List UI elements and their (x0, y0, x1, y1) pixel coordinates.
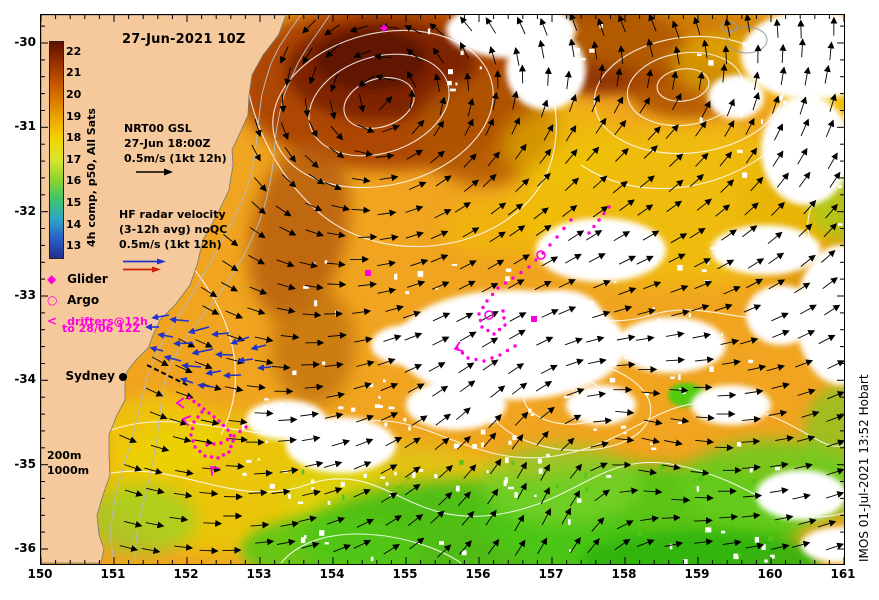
colorbar: 4h comp, p50, All Sats 22 21 20 19 18 17 16 15 1… (41, 15, 151, 275)
hf-line1: HF radar velocity (119, 208, 226, 221)
drifters-label-line2: to 28/06 12Z (62, 322, 141, 335)
colorbar-tick-label: 21 (66, 66, 82, 80)
plot-area: 4h comp, p50, All Sats 22 21 20 19 18 17 16 15 1… (40, 14, 845, 565)
argo-marker-icon: ○ (47, 293, 58, 307)
depth-1000-label: 1000m (47, 464, 90, 477)
axis-ticks (41, 15, 844, 564)
current-vectors (119, 15, 844, 558)
x-tick-label: 161 (830, 567, 856, 581)
colorbar-tick-label: 16 (66, 174, 82, 188)
x-tick-label: 159 (684, 567, 710, 581)
x-tick-label: 158 (611, 567, 637, 581)
x-tick-label: 154 (319, 567, 345, 581)
y-tick-label: -35 (14, 456, 36, 471)
x-tick-label: 160 (757, 567, 783, 581)
y-tick-label: -32 (14, 203, 36, 218)
x-tick-label: 152 (173, 567, 199, 581)
colorbar-tick-label: 14 (66, 217, 82, 231)
hf-blue-arrow-icon (123, 258, 166, 265)
hf-line2: (3-12h avg) noQC (119, 223, 228, 236)
plot-title: 27-Jun-2021 10Z (122, 32, 246, 47)
drifter-marker-icon: < (47, 314, 58, 328)
x-tick-label: 157 (538, 567, 564, 581)
y-tick-label: -34 (14, 372, 36, 387)
colorbar-tick-label: 20 (66, 88, 82, 101)
glider-label: Glider (67, 272, 108, 286)
legend-nrt: NRT00 GSL 27-Jun 18:00Z 0.5m/s (1kt 12h) (124, 121, 227, 181)
depth-200-label: 200m (47, 449, 82, 462)
x-tick-label: 156 (465, 567, 491, 581)
glider-marker-icon: ◆ (47, 272, 57, 286)
observation-tracks (119, 24, 611, 476)
argo-label: Argo (67, 293, 100, 307)
colorbar-tick-label: 15 (66, 196, 82, 209)
x-tick-label: 155 (392, 567, 418, 581)
colorbar-gradient (49, 41, 64, 259)
hf-red-arrow-icon (123, 266, 161, 273)
hf-line3: 0.5m/s (1kt 12h) (119, 238, 222, 251)
ssh-contours (80, 15, 844, 564)
nrt-arrow-icon (136, 168, 173, 176)
colorbar-tick-label: 19 (66, 109, 82, 123)
colorbar-tick-label: 17 (66, 152, 82, 166)
city-label: Sydney (65, 369, 115, 383)
colorbar-tick-label: 22 (66, 44, 82, 58)
x-tick-label: 153 (246, 567, 272, 581)
colorbar-tick-label: 13 (66, 239, 82, 253)
legend-hf-radar: HF radar velocity (3-12h avg) noQC 0.5m/… (119, 207, 228, 273)
legend-observations: ◆ Glider ○ Argo < drifters@12h to 28/06 … (47, 268, 148, 335)
drifters-label-line1: drifters@12h (67, 315, 148, 328)
colorbar-tick-label: 18 (66, 131, 82, 145)
nrt-line3: 0.5m/s (1kt 12h) (124, 152, 227, 165)
nrt-line2: 27-Jun 18:00Z (124, 137, 211, 150)
x-tick-label: 150 (27, 567, 53, 581)
y-tick-label: -30 (14, 35, 36, 49)
y-tick-label: -36 (14, 540, 36, 555)
map-canvas (41, 15, 844, 564)
city-dot (119, 373, 127, 381)
y-tick-label: -33 (14, 287, 36, 302)
credit-text: IMOS 01-Jul-2021 13:52 Hobart (857, 374, 871, 562)
y-tick-label: -31 (14, 119, 36, 134)
x-tick-label: 151 (100, 567, 126, 581)
nrt-line1: NRT00 GSL (124, 122, 192, 135)
hf-radar-vectors (145, 313, 272, 390)
